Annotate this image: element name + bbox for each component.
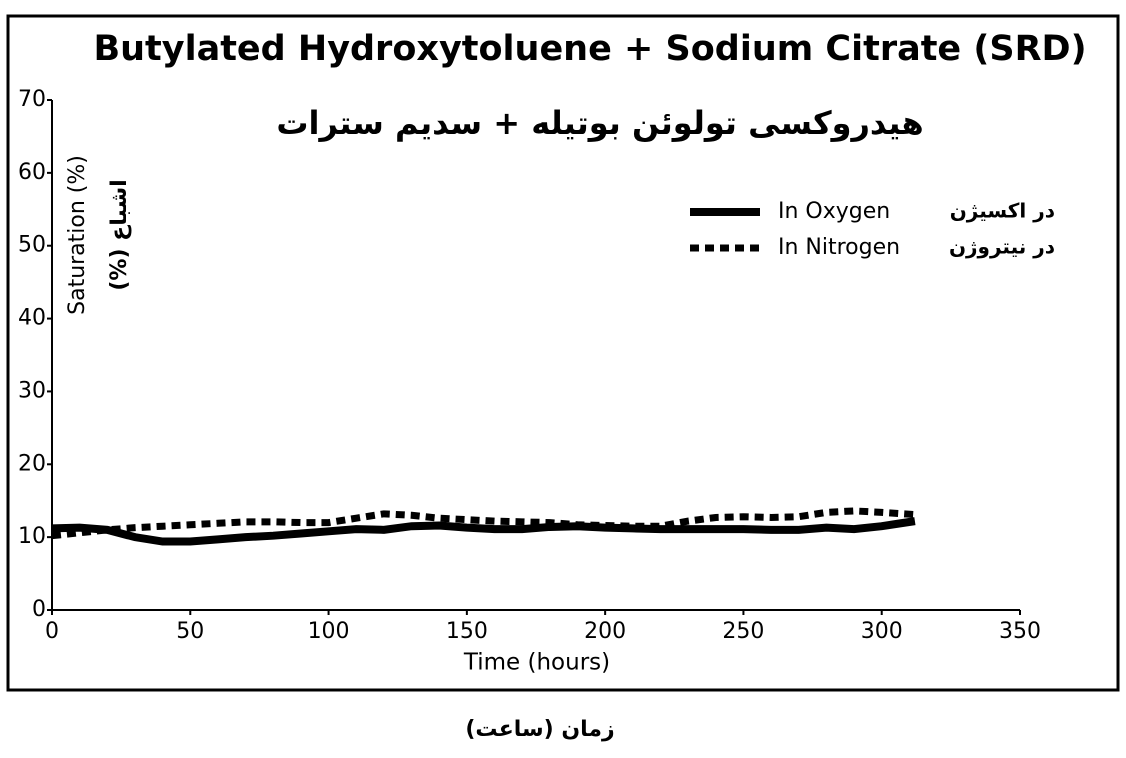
y-tick-label: 70	[18, 87, 46, 112]
y-axis-label: Saturation (%)	[65, 155, 90, 315]
y-tick-label: 50	[18, 233, 46, 258]
y-tick-label: 0	[32, 597, 46, 622]
x-axis-label-fa: زمان (ساعت)	[465, 717, 614, 742]
y-tick-label: 10	[18, 524, 46, 549]
x-tick-label: 50	[176, 619, 204, 644]
frame	[6, 14, 1120, 692]
y-axis-label-fa: اشباع (%)	[107, 179, 132, 290]
y-tick-label: 20	[18, 451, 46, 476]
chart-title: Butylated Hydroxytoluene + Sodium Citrat…	[93, 29, 1086, 69]
x-tick-label: 200	[584, 619, 626, 644]
legend-label-fa: در نیتروژن	[949, 235, 1055, 259]
x-tick-label: 100	[308, 619, 350, 644]
x-tick-label: 0	[45, 619, 59, 644]
chart-title-fa: هیدروکسی تولوئن بوتیله + سدیم سترات	[276, 104, 923, 142]
y-tick-label: 60	[18, 160, 46, 185]
y-tick-label: 30	[18, 378, 46, 403]
y-tick-label: 40	[18, 306, 46, 331]
legend-label: In Nitrogen	[778, 235, 900, 260]
x-tick-label: 150	[446, 619, 488, 644]
x-tick-label: 300	[861, 619, 903, 644]
x-axis-label: Time (hours)	[463, 650, 610, 676]
legend-label-fa: در اکسیژن	[950, 199, 1055, 223]
series-line	[51, 507, 916, 540]
x-tick-label: 250	[722, 619, 764, 644]
x-tick-label: 350	[999, 619, 1041, 644]
legend-label: In Oxygen	[778, 199, 890, 224]
series-line	[51, 517, 916, 546]
